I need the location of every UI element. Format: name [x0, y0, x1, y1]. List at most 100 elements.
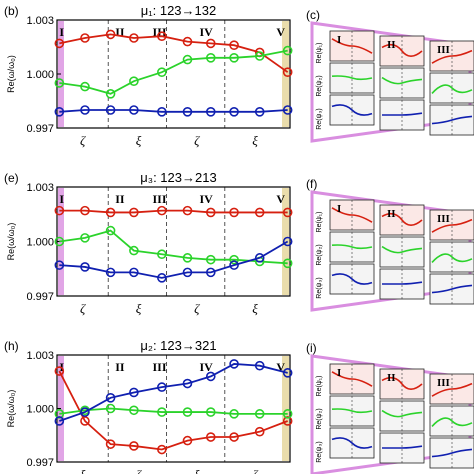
y-tick-label: 1.000: [26, 69, 54, 81]
profile-wave: [331, 75, 373, 81]
data-point-blue: [129, 387, 139, 398]
data-point-red: [182, 435, 193, 446]
data-point-blue: [254, 253, 265, 263]
data-point-green: [129, 245, 139, 256]
x-tick-label: ζ: [80, 133, 86, 148]
panel-label: (c): [306, 8, 320, 22]
region-highlight-right: [282, 188, 289, 295]
profile-subpanel: II: [379, 35, 425, 131]
x-tick-label: ζ: [136, 467, 142, 474]
data-point-green: [80, 81, 90, 92]
data-point-green: [254, 409, 265, 419]
data-point-blue: [105, 392, 116, 403]
y-axis-label: Re(ω/ω₀): [6, 55, 16, 93]
x-tick-label: ζ: [194, 301, 200, 316]
data-point-blue: [229, 359, 239, 369]
x-tick-label: ξ: [80, 467, 86, 474]
series-line-blue: [59, 109, 288, 113]
data-point-green: [157, 249, 167, 260]
data-point-blue: [182, 267, 193, 278]
x-tick-label: ξ: [252, 133, 258, 148]
profile-wave: [431, 84, 473, 94]
data-point-blue: [182, 378, 193, 389]
profile-ylabel: Re(ψ₂): [316, 244, 323, 265]
profile-subpanel: III: [429, 209, 474, 305]
data-point-red: [182, 205, 193, 216]
data-point-green: [129, 405, 139, 416]
series-line-green: [59, 229, 288, 265]
profile-wave: [431, 253, 473, 263]
data-point-blue: [105, 105, 116, 115]
data-point-green: [205, 52, 216, 63]
data-point-red: [205, 38, 216, 49]
profile-wave: [381, 112, 423, 116]
profile-wave: [331, 371, 373, 387]
data-point-blue: [229, 107, 239, 117]
region-label: V: [276, 25, 285, 39]
x-tick-label: ξ: [136, 133, 142, 148]
series-line-red: [59, 33, 289, 73]
data-point-blue: [105, 267, 116, 278]
data-point-green: [282, 409, 293, 419]
chart-title: μ₃: 123→213: [140, 170, 216, 185]
region-label: IV: [199, 360, 213, 374]
data-point-blue: [157, 382, 167, 392]
data-point-blue: [129, 267, 139, 278]
y-tick-label: 0.997: [26, 123, 54, 135]
data-point-green: [157, 67, 167, 77]
data-point-blue: [229, 260, 239, 270]
profile-wave: [381, 43, 423, 57]
series-line-green: [59, 407, 288, 415]
panel-label: (e): [4, 171, 19, 185]
data-point-green: [229, 254, 239, 265]
data-point-green: [105, 225, 116, 236]
data-point-red: [205, 207, 216, 218]
region-label: V: [276, 360, 285, 374]
data-point-green: [54, 409, 65, 419]
data-point-green: [182, 54, 193, 65]
y-tick-label: 0.997: [26, 457, 54, 469]
data-point-blue: [80, 105, 90, 115]
y-tick-label: 1.003: [26, 15, 54, 27]
panel-label: (f): [306, 177, 317, 191]
profile-ylabel: Re(ψ₂): [316, 408, 323, 429]
plot-frame: [56, 186, 291, 297]
data-point-blue: [157, 107, 167, 117]
y-axis-label: Re(ω/ω₀): [6, 390, 16, 428]
profile-wave: [431, 284, 473, 294]
series-line-blue: [59, 363, 288, 422]
series-line-red: [58, 370, 288, 451]
profile-ylabel: Re(ψ₃): [316, 108, 323, 129]
chart-title: μ₂: 123→321: [140, 338, 216, 353]
profile-wave: [331, 273, 373, 285]
profile-subpanel: I: [329, 30, 375, 126]
data-point-green: [229, 52, 239, 63]
data-point-green: [54, 78, 65, 88]
region-highlight-right: [282, 21, 289, 127]
profile-region-label: I: [337, 367, 341, 379]
data-point-blue: [254, 360, 265, 371]
profile-subpanel: I: [329, 199, 375, 295]
profile-wave: [382, 445, 423, 449]
data-point-green: [205, 407, 216, 417]
profile-ylabel: Re(ψ₂): [316, 75, 323, 96]
data-point-green: [182, 407, 193, 417]
data-point-red: [254, 426, 265, 437]
data-point-green: [129, 76, 139, 86]
profile-wave: [331, 408, 373, 414]
data-point-blue: [80, 407, 90, 417]
data-point-blue: [80, 262, 90, 272]
data-point-green: [105, 89, 116, 99]
region-label: V: [276, 192, 285, 206]
profile-wave: [331, 104, 373, 116]
data-point-blue: [205, 371, 216, 382]
data-point-green: [254, 51, 265, 61]
data-point-red: [282, 207, 293, 218]
mode-profile-panel-3: (i)Re(ψ₁)Re(ψ₂)Re(ψ₃)I II III: [306, 341, 474, 474]
data-point-blue: [54, 107, 65, 117]
profile-region-label: III: [437, 377, 450, 389]
data-point-blue: [129, 105, 139, 115]
profile-ylabel: Re(ψ₁): [316, 43, 323, 64]
region-highlight-right: [282, 356, 289, 461]
data-point-red: [105, 29, 116, 40]
